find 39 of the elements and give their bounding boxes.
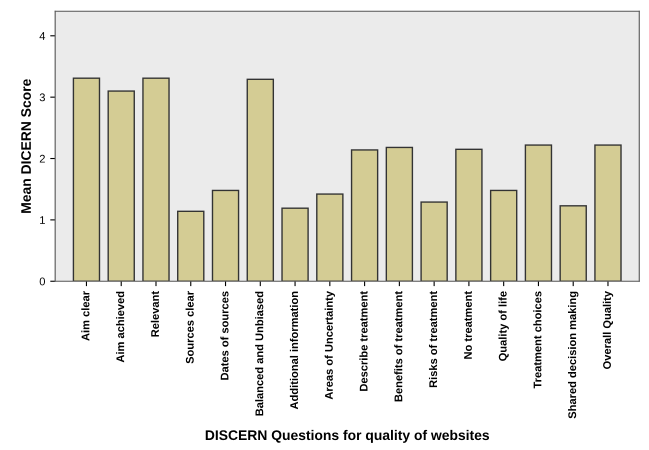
y-axis-title: Mean DICERN Score — [21, 79, 31, 213]
bar — [455, 148, 483, 282]
bar — [72, 77, 100, 282]
x-tick-label: Sources clear — [186, 291, 194, 364]
y-tick-label: 4 — [40, 32, 46, 40]
x-tick-label: Quality of life — [498, 291, 509, 361]
bar — [594, 144, 622, 282]
y-tick-label: 2 — [40, 154, 45, 163]
bar — [316, 193, 344, 282]
x-tick-label: Aim clear — [81, 291, 90, 341]
bar — [490, 190, 518, 282]
x-tick-label: Overall Quality — [602, 291, 614, 369]
bar — [350, 149, 378, 282]
y-tick-label: 1 — [40, 216, 45, 224]
x-tick-label: Treatment choices — [533, 291, 542, 388]
bar — [524, 144, 552, 282]
bar — [281, 208, 309, 282]
x-tick-label: Shared decision making — [568, 292, 578, 418]
x-tick-label: Additional information — [290, 292, 298, 410]
x-tick-label: Dates of sources — [220, 291, 229, 380]
y-tick-label: 0 — [40, 278, 46, 286]
x-axis-title: DISCERN Questions for quality of websites — [206, 430, 490, 443]
x-tick-label: No treatment — [464, 291, 472, 359]
x-tick-label: Relevant — [150, 291, 159, 337]
x-tick-label: Areas of Uncertainty — [324, 291, 336, 400]
x-tick-label: Balanced and Unbiased — [255, 292, 264, 416]
bar — [177, 210, 204, 282]
y-tick-label: 3 — [40, 93, 45, 102]
bar — [559, 205, 587, 282]
bar — [420, 201, 448, 282]
x-tick-label: Benefits of treatment — [394, 291, 402, 402]
x-tick-label: Risks of treatment — [428, 291, 438, 388]
bar — [212, 190, 240, 282]
bar — [142, 77, 170, 282]
bar — [386, 146, 414, 282]
bar — [107, 90, 135, 282]
x-tick-label: Aim achieved — [116, 292, 124, 362]
x-tick-label: Describe treatment — [359, 291, 368, 391]
bar — [246, 78, 274, 282]
